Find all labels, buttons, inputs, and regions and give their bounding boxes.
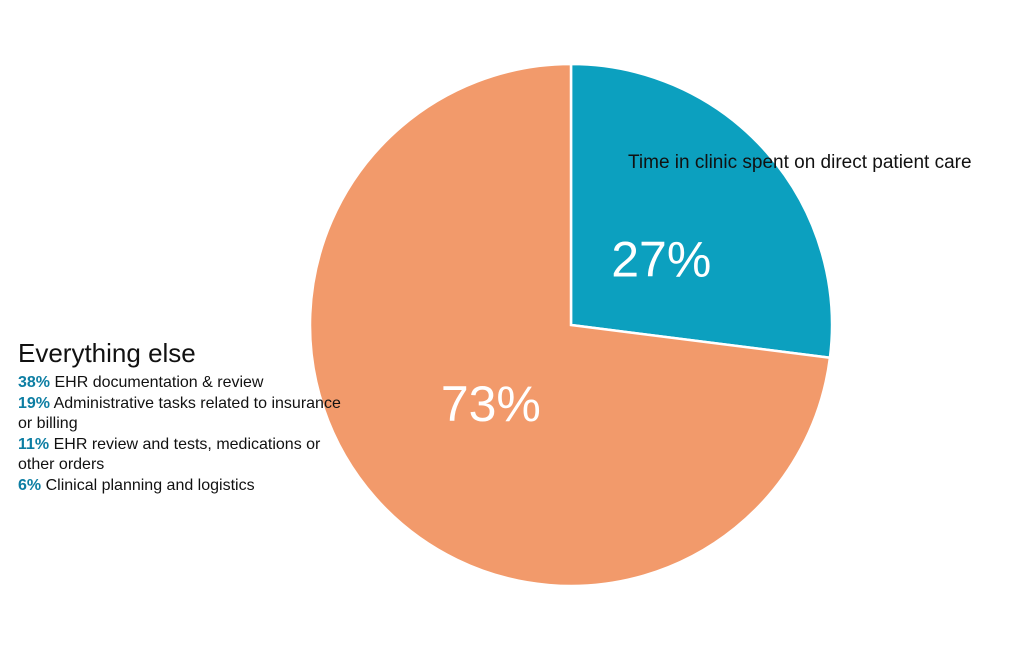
breakdown-item-pct: 38%: [18, 374, 51, 391]
everything-else-breakdown: Everything else 38% EHR documentation & …: [18, 338, 358, 497]
direct-care-annotation: Time in clinic spent on direct patient c…: [628, 152, 972, 173]
breakdown-item-pct: 11%: [18, 436, 50, 453]
breakdown-item: 38% EHR documentation & review: [18, 373, 358, 393]
breakdown-title: Everything else: [18, 338, 196, 368]
breakdown-item-text: EHR documentation & review: [54, 374, 264, 391]
pie-slice: [569, 62, 834, 360]
breakdown-item-text: EHR review and tests, medications or oth…: [18, 436, 321, 473]
breakdown-item-pct: 6%: [18, 477, 42, 494]
breakdown-item: 19% Administrative tasks related to insu…: [18, 394, 358, 434]
breakdown-item-text: Administrative tasks related to insuranc…: [18, 395, 341, 432]
breakdown-item: 6% Clinical planning and logistics: [18, 476, 358, 496]
pie-slice: [308, 62, 832, 588]
pie-slices: [308, 62, 834, 588]
breakdown-item: 11% EHR review and tests, medications or…: [18, 435, 358, 475]
breakdown-item-text: Clinical planning and logistics: [45, 477, 255, 494]
pie-slice-value-label: 73%: [441, 376, 541, 432]
breakdown-item-pct: 19%: [18, 395, 51, 412]
pie-slice-value-label: 27%: [611, 231, 711, 287]
pie-slice-labels: 27% 73%: [441, 231, 711, 432]
